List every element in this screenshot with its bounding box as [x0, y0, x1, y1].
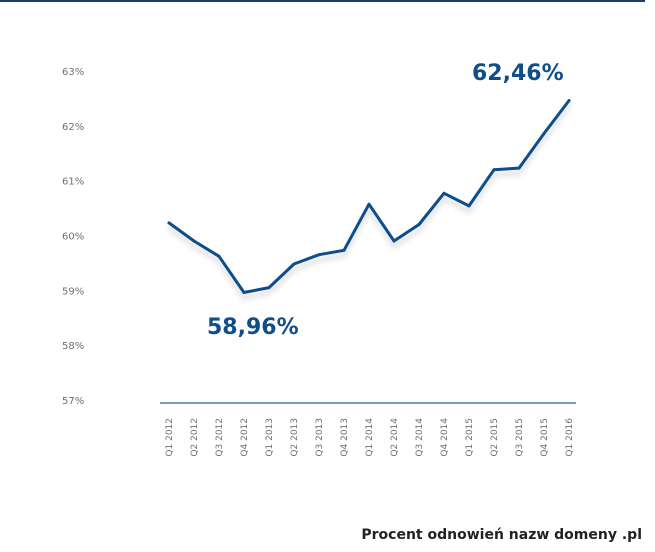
data-point: [292, 262, 296, 266]
y-tick-label: 58%: [62, 341, 84, 352]
data-point: [342, 248, 346, 252]
chart-caption: Procent odnowień nazw domeny .pl: [361, 527, 642, 543]
y-tick-label: 61%: [62, 177, 84, 188]
x-tick-label: Q3 2014: [415, 418, 425, 457]
x-tick-label: Q2 2015: [490, 418, 500, 457]
data-point: [392, 239, 396, 243]
data-point: [417, 223, 421, 227]
x-tick-label: Q4 2014: [440, 418, 450, 457]
x-tick-label: Q4 2012: [240, 418, 250, 457]
x-tick-label: Q4 2013: [340, 418, 350, 457]
data-point: [167, 221, 171, 225]
x-tick-label: Q2 2014: [390, 418, 400, 457]
x-tick-label: Q1 2014: [365, 418, 375, 457]
x-axis-ticks: Q1 2012 Q2 2012 Q3 2012 Q4 2012 Q1 2013 Q2 20…: [165, 418, 575, 457]
x-tick-label: Q2 2013: [290, 418, 300, 457]
x-tick-label: Q3 2013: [315, 418, 325, 457]
x-tick-label: Q1 2015: [465, 418, 475, 457]
data-point: [267, 286, 271, 290]
x-tick-label: Q4 2015: [540, 418, 550, 457]
data-point: [467, 204, 471, 208]
callout-max: 62,46%: [472, 61, 564, 86]
y-tick-label: 63%: [62, 67, 84, 78]
x-tick-label: Q3 2015: [515, 418, 525, 457]
y-tick-label: 57%: [62, 396, 84, 407]
data-point: [492, 168, 496, 172]
top-rule: [0, 0, 645, 2]
series-line: [167, 99, 571, 294]
data-point: [367, 202, 371, 206]
data-points: [167, 99, 571, 295]
x-tick-label: Q3 2012: [215, 418, 225, 457]
callout-min: 58,96%: [207, 315, 299, 340]
y-tick-label: 59%: [62, 286, 84, 297]
y-axis-ticks: 57% 58% 59% 60% 61% 62% 63%: [62, 67, 84, 407]
data-point: [567, 99, 571, 103]
data-point: [517, 166, 521, 170]
data-point: [442, 191, 446, 195]
data-point: [217, 254, 221, 258]
data-point: [542, 132, 546, 136]
x-tick-label: Q1 2012: [165, 418, 175, 457]
data-point: [192, 239, 196, 243]
x-tick-label: Q1 2013: [265, 418, 275, 457]
y-tick-label: 60%: [62, 232, 84, 243]
data-point: [242, 291, 246, 295]
x-tick-label: Q2 2012: [190, 418, 200, 457]
x-tick-label: Q1 2016: [565, 418, 575, 457]
y-tick-label: 62%: [62, 122, 84, 133]
data-point: [317, 253, 321, 257]
